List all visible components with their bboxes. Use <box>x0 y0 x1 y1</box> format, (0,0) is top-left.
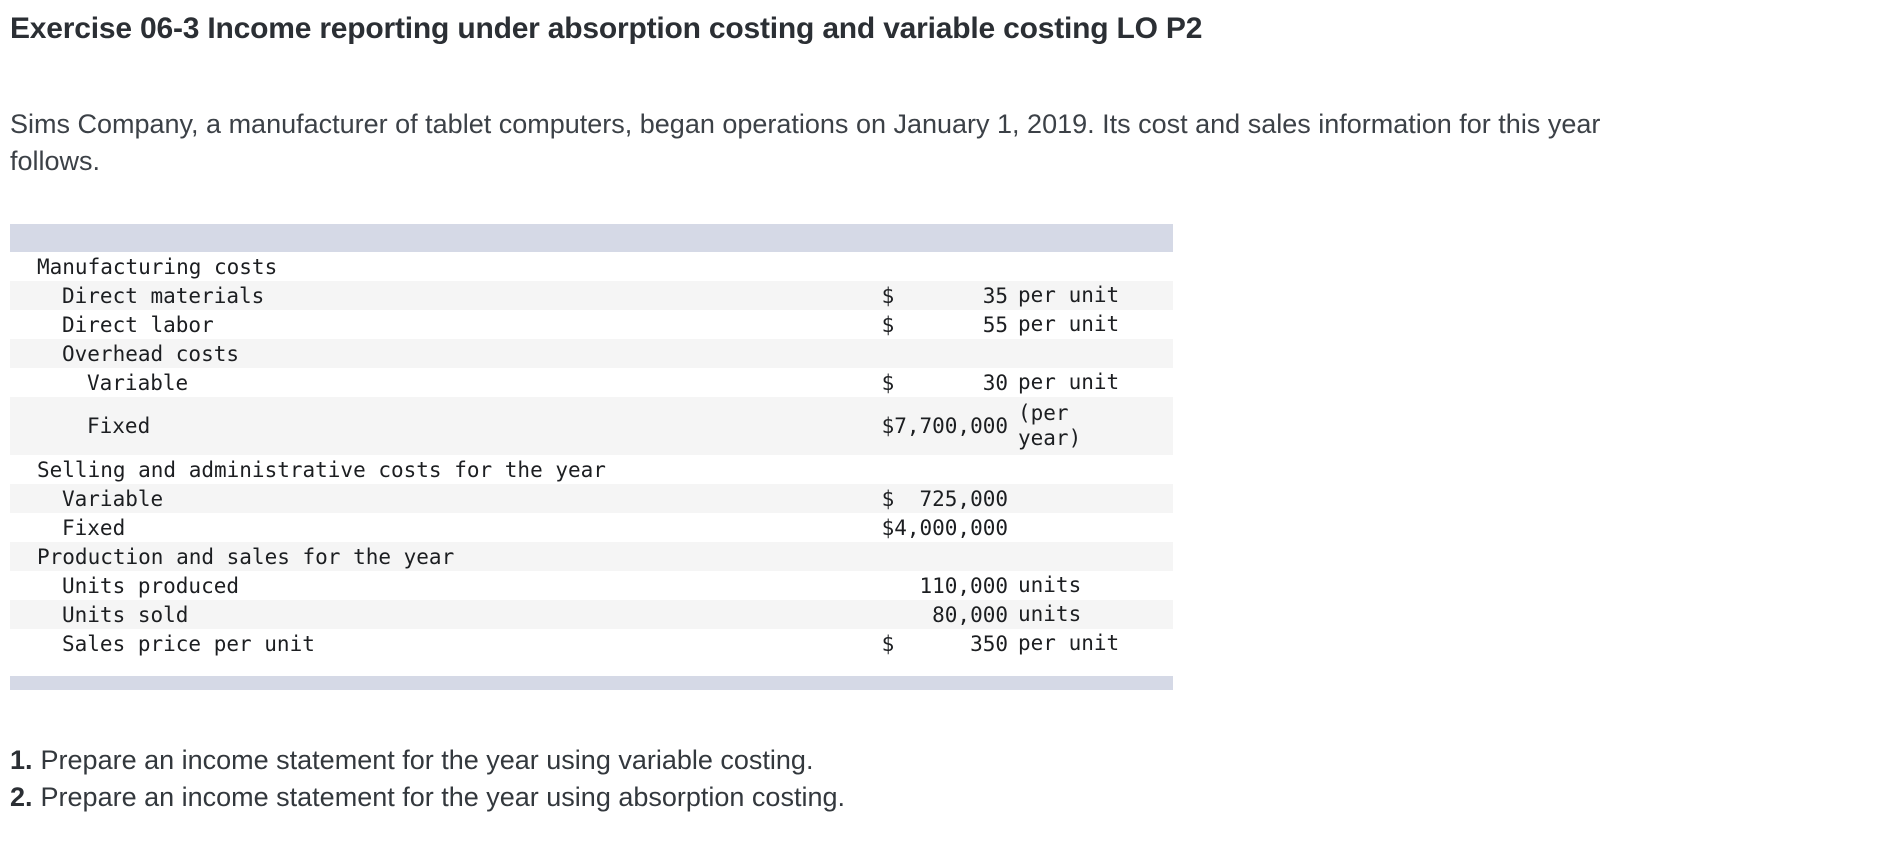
row-label: Manufacturing costs <box>37 254 278 279</box>
table-row: Fixed $7,700,000 (per year) <box>10 397 1173 455</box>
row-label: Fixed <box>62 515 126 540</box>
row-amount: $ 30 <box>881 370 1008 395</box>
table-row: Variable $ 725,000 <box>10 484 1173 513</box>
row-unit: per unit <box>1018 370 1120 394</box>
row-unit: per unit <box>1018 631 1120 655</box>
row-unit: (per year) <box>1018 401 1082 450</box>
row-label: Direct labor <box>62 312 214 337</box>
row-label: Production and sales for the year <box>37 544 455 569</box>
row-label: Direct materials <box>62 283 265 308</box>
row-unit: units <box>1018 602 1082 626</box>
table-row: Units sold 80,000 units <box>10 600 1173 629</box>
row-amount: $ 725,000 <box>881 486 1008 511</box>
requirement-number: 1. <box>10 745 33 775</box>
row-unit: per unit <box>1018 312 1120 336</box>
row-amount: $7,700,000 <box>881 414 1008 438</box>
row-unit: per unit <box>1018 283 1120 307</box>
table-row: Direct materials $ 35 per unit <box>10 281 1173 310</box>
requirement-number: 2. <box>10 782 33 812</box>
table-row: Units produced 110,000 units <box>10 571 1173 600</box>
table-row: Variable $ 30 per unit <box>10 368 1173 397</box>
table-row: Manufacturing costs <box>10 252 1173 281</box>
intro-paragraph: Sims Company, a manufacturer of tablet c… <box>10 106 1868 180</box>
row-label: Fixed <box>87 414 151 438</box>
table-row: Selling and administrative costs for the… <box>10 455 1173 484</box>
cost-table: Manufacturing costs Direct materials $ 35 p… <box>10 224 1173 690</box>
table-row: Fixed $4,000,000 <box>10 513 1173 542</box>
requirement-item: 1. Prepare an income statement for the ye… <box>10 742 1868 779</box>
page-title: Exercise 06-3 Income reporting under abs… <box>10 12 1203 45</box>
row-label: Selling and administrative costs for the… <box>37 457 606 482</box>
requirement-text: Prepare an income statement for the year… <box>40 745 814 775</box>
row-amount: 80,000 <box>932 602 1008 627</box>
row-unit: units <box>1018 573 1082 597</box>
table-header-bar <box>10 224 1173 252</box>
row-amount: $ 350 <box>881 631 1008 656</box>
intro-line-1: Sims Company, a manufacturer of tablet c… <box>10 109 1601 139</box>
table-row: Sales price per unit $ 350 per unit <box>10 629 1173 658</box>
table-body: Manufacturing costs Direct materials $ 35 p… <box>10 252 1173 658</box>
row-amount: 110,000 <box>919 573 1008 598</box>
row-label: Overhead costs <box>62 341 240 366</box>
row-amount: $4,000,000 <box>881 515 1008 540</box>
intro-line-2: follows. <box>10 146 101 176</box>
row-label: Variable <box>62 486 164 511</box>
requirements-list: 1. Prepare an income statement for the ye… <box>10 742 1868 816</box>
table-row: Direct labor $ 55 per unit <box>10 310 1173 339</box>
table-row: Overhead costs <box>10 339 1173 368</box>
table-footer-bar <box>10 676 1173 690</box>
row-label: Units produced <box>62 573 240 598</box>
requirement-item: 2. Prepare an income statement for the ye… <box>10 779 1868 816</box>
row-amount: $ 55 <box>881 312 1008 337</box>
row-label: Variable <box>87 370 189 395</box>
row-amount: $ 35 <box>881 283 1008 308</box>
requirement-text: Prepare an income statement for the year… <box>40 782 845 812</box>
table-row: Production and sales for the year <box>10 542 1173 571</box>
row-label: Units sold <box>62 602 189 627</box>
row-label: Sales price per unit <box>62 631 315 656</box>
